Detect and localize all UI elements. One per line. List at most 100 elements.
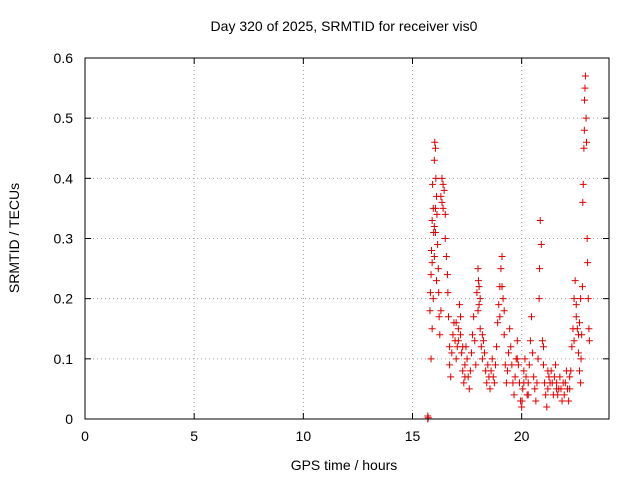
data-point: [581, 84, 589, 92]
data-point: [427, 355, 435, 363]
data-point: [525, 361, 533, 369]
data-point: [426, 289, 434, 297]
data-point: [435, 313, 443, 321]
data-point: [552, 361, 560, 369]
data-point: [582, 114, 590, 122]
x-tick-labels: 0 5 10 15 20: [81, 428, 530, 444]
data-point: [431, 138, 439, 146]
data-point: [567, 367, 575, 375]
data-point: [540, 361, 547, 369]
data-point: [579, 180, 587, 188]
data-point: [536, 265, 544, 273]
data-point: [473, 289, 481, 297]
data-point: [493, 343, 501, 351]
data-point: [577, 295, 585, 303]
data-point: [488, 355, 496, 363]
data-point: [530, 373, 538, 381]
data-point: [584, 259, 592, 267]
data-point: [570, 295, 578, 303]
data-point: [513, 355, 521, 363]
data-point: [439, 204, 447, 212]
data-point: [513, 337, 521, 345]
data-point: [457, 313, 465, 321]
data-point: [540, 343, 547, 351]
data-point: [532, 397, 540, 405]
data-point: [502, 379, 510, 387]
data-point: [471, 337, 479, 345]
data-point: [526, 337, 534, 345]
data-point: [434, 265, 442, 273]
data-point: [426, 307, 434, 315]
data-point: [428, 259, 436, 267]
data-point: [511, 373, 519, 381]
data-point: [441, 235, 449, 242]
data-point: [571, 277, 579, 285]
data-point: [577, 379, 585, 387]
data-point: [577, 355, 585, 363]
x-tick-label: 5: [190, 428, 198, 444]
data-point: [506, 325, 514, 333]
data-point: [565, 397, 573, 405]
data-point: [574, 331, 582, 339]
data-point: [472, 361, 480, 369]
data-point: [443, 271, 451, 279]
data-point: [495, 301, 503, 309]
data-point: [449, 331, 457, 339]
y-tick-labels: 0 0.1 0.2 0.3 0.4 0.5 0.6: [54, 50, 74, 427]
data-point: [560, 391, 568, 399]
data-point: [580, 144, 588, 152]
data-point: [573, 325, 581, 333]
data-point: [537, 241, 545, 249]
data-point: [553, 379, 561, 387]
x-tick-label: 20: [514, 428, 530, 444]
data-point: [431, 204, 439, 212]
data-point: [583, 138, 591, 146]
data-point: [529, 349, 537, 357]
data-point: [484, 361, 492, 369]
data-point: [438, 174, 446, 182]
data-point: [534, 355, 542, 363]
chart-title: Day 320 of 2025, SRMTID for receiver vis…: [211, 18, 478, 34]
data-point: [430, 156, 438, 164]
data-point: [427, 271, 435, 279]
data-point: [474, 307, 482, 315]
data-point: [544, 385, 552, 393]
data-point: [428, 216, 436, 224]
data-point: [476, 325, 484, 333]
data-point: [431, 144, 439, 152]
data-point: [491, 361, 499, 369]
data-point: [466, 367, 474, 375]
data-point: [524, 391, 532, 399]
data-point: [437, 307, 445, 315]
data-point: [544, 367, 552, 375]
data-point: [574, 349, 582, 357]
data-point: [518, 397, 526, 405]
data-point: [457, 331, 465, 339]
data-point: [445, 313, 453, 321]
data-point: [498, 283, 506, 291]
data-point: [561, 379, 569, 387]
data-point: [527, 313, 535, 321]
data-point: [490, 379, 498, 387]
data-point: [531, 385, 539, 393]
data-point: [474, 277, 482, 285]
y-axis-label: SRMTID / TECUs: [6, 183, 22, 293]
data-points: [424, 72, 593, 423]
data-point: [580, 126, 588, 134]
data-point: [452, 355, 460, 363]
data-point: [481, 349, 489, 357]
data-point: [514, 361, 522, 369]
x-tick-label: 0: [81, 428, 89, 444]
data-point: [438, 198, 446, 206]
data-point: [429, 295, 437, 303]
data-point: [508, 361, 516, 369]
data-point: [486, 385, 494, 393]
data-point: [583, 235, 591, 242]
y-tick-label: 0: [65, 411, 73, 427]
data-point: [478, 331, 486, 339]
data-point: [434, 241, 442, 249]
data-point: [475, 301, 483, 309]
y-tick-label: 0.6: [54, 50, 74, 66]
data-point: [581, 72, 589, 80]
